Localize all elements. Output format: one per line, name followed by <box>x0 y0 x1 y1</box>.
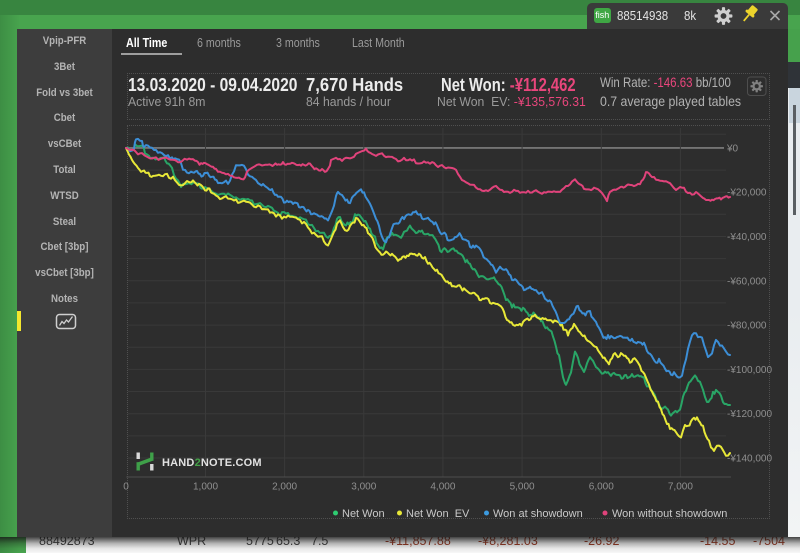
svg-text:-¥60,000: -¥60,000 <box>727 276 767 287</box>
svg-text:4,000: 4,000 <box>430 482 455 493</box>
svg-text:5,000: 5,000 <box>510 482 535 493</box>
svg-text:1,000: 1,000 <box>193 482 218 493</box>
svg-text:¥0: ¥0 <box>726 143 739 154</box>
svg-text:-¥100,000: -¥100,000 <box>727 365 772 376</box>
svg-text:3,000: 3,000 <box>351 482 376 493</box>
svg-text:7,000: 7,000 <box>668 482 693 493</box>
svg-text:HAND2NOTE.COM: HAND2NOTE.COM <box>162 457 262 469</box>
svg-text:Net Won: Net Won <box>342 508 385 520</box>
svg-text:Won at showdown: Won at showdown <box>493 508 583 520</box>
svg-text:2,000: 2,000 <box>272 482 297 493</box>
svg-text:Net Won EV: Net Won EV <box>406 508 470 520</box>
svg-text:0: 0 <box>123 482 129 493</box>
svg-text:-¥140,000: -¥140,000 <box>727 454 772 465</box>
svg-text:-¥120,000: -¥120,000 <box>727 409 772 420</box>
svg-text:-¥20,000: -¥20,000 <box>727 188 767 199</box>
svg-text:-¥40,000: -¥40,000 <box>727 232 767 243</box>
svg-text:6,000: 6,000 <box>589 482 614 493</box>
svg-text:-¥80,000: -¥80,000 <box>727 321 767 332</box>
svg-text:Won without showdown: Won without showdown <box>612 508 727 520</box>
